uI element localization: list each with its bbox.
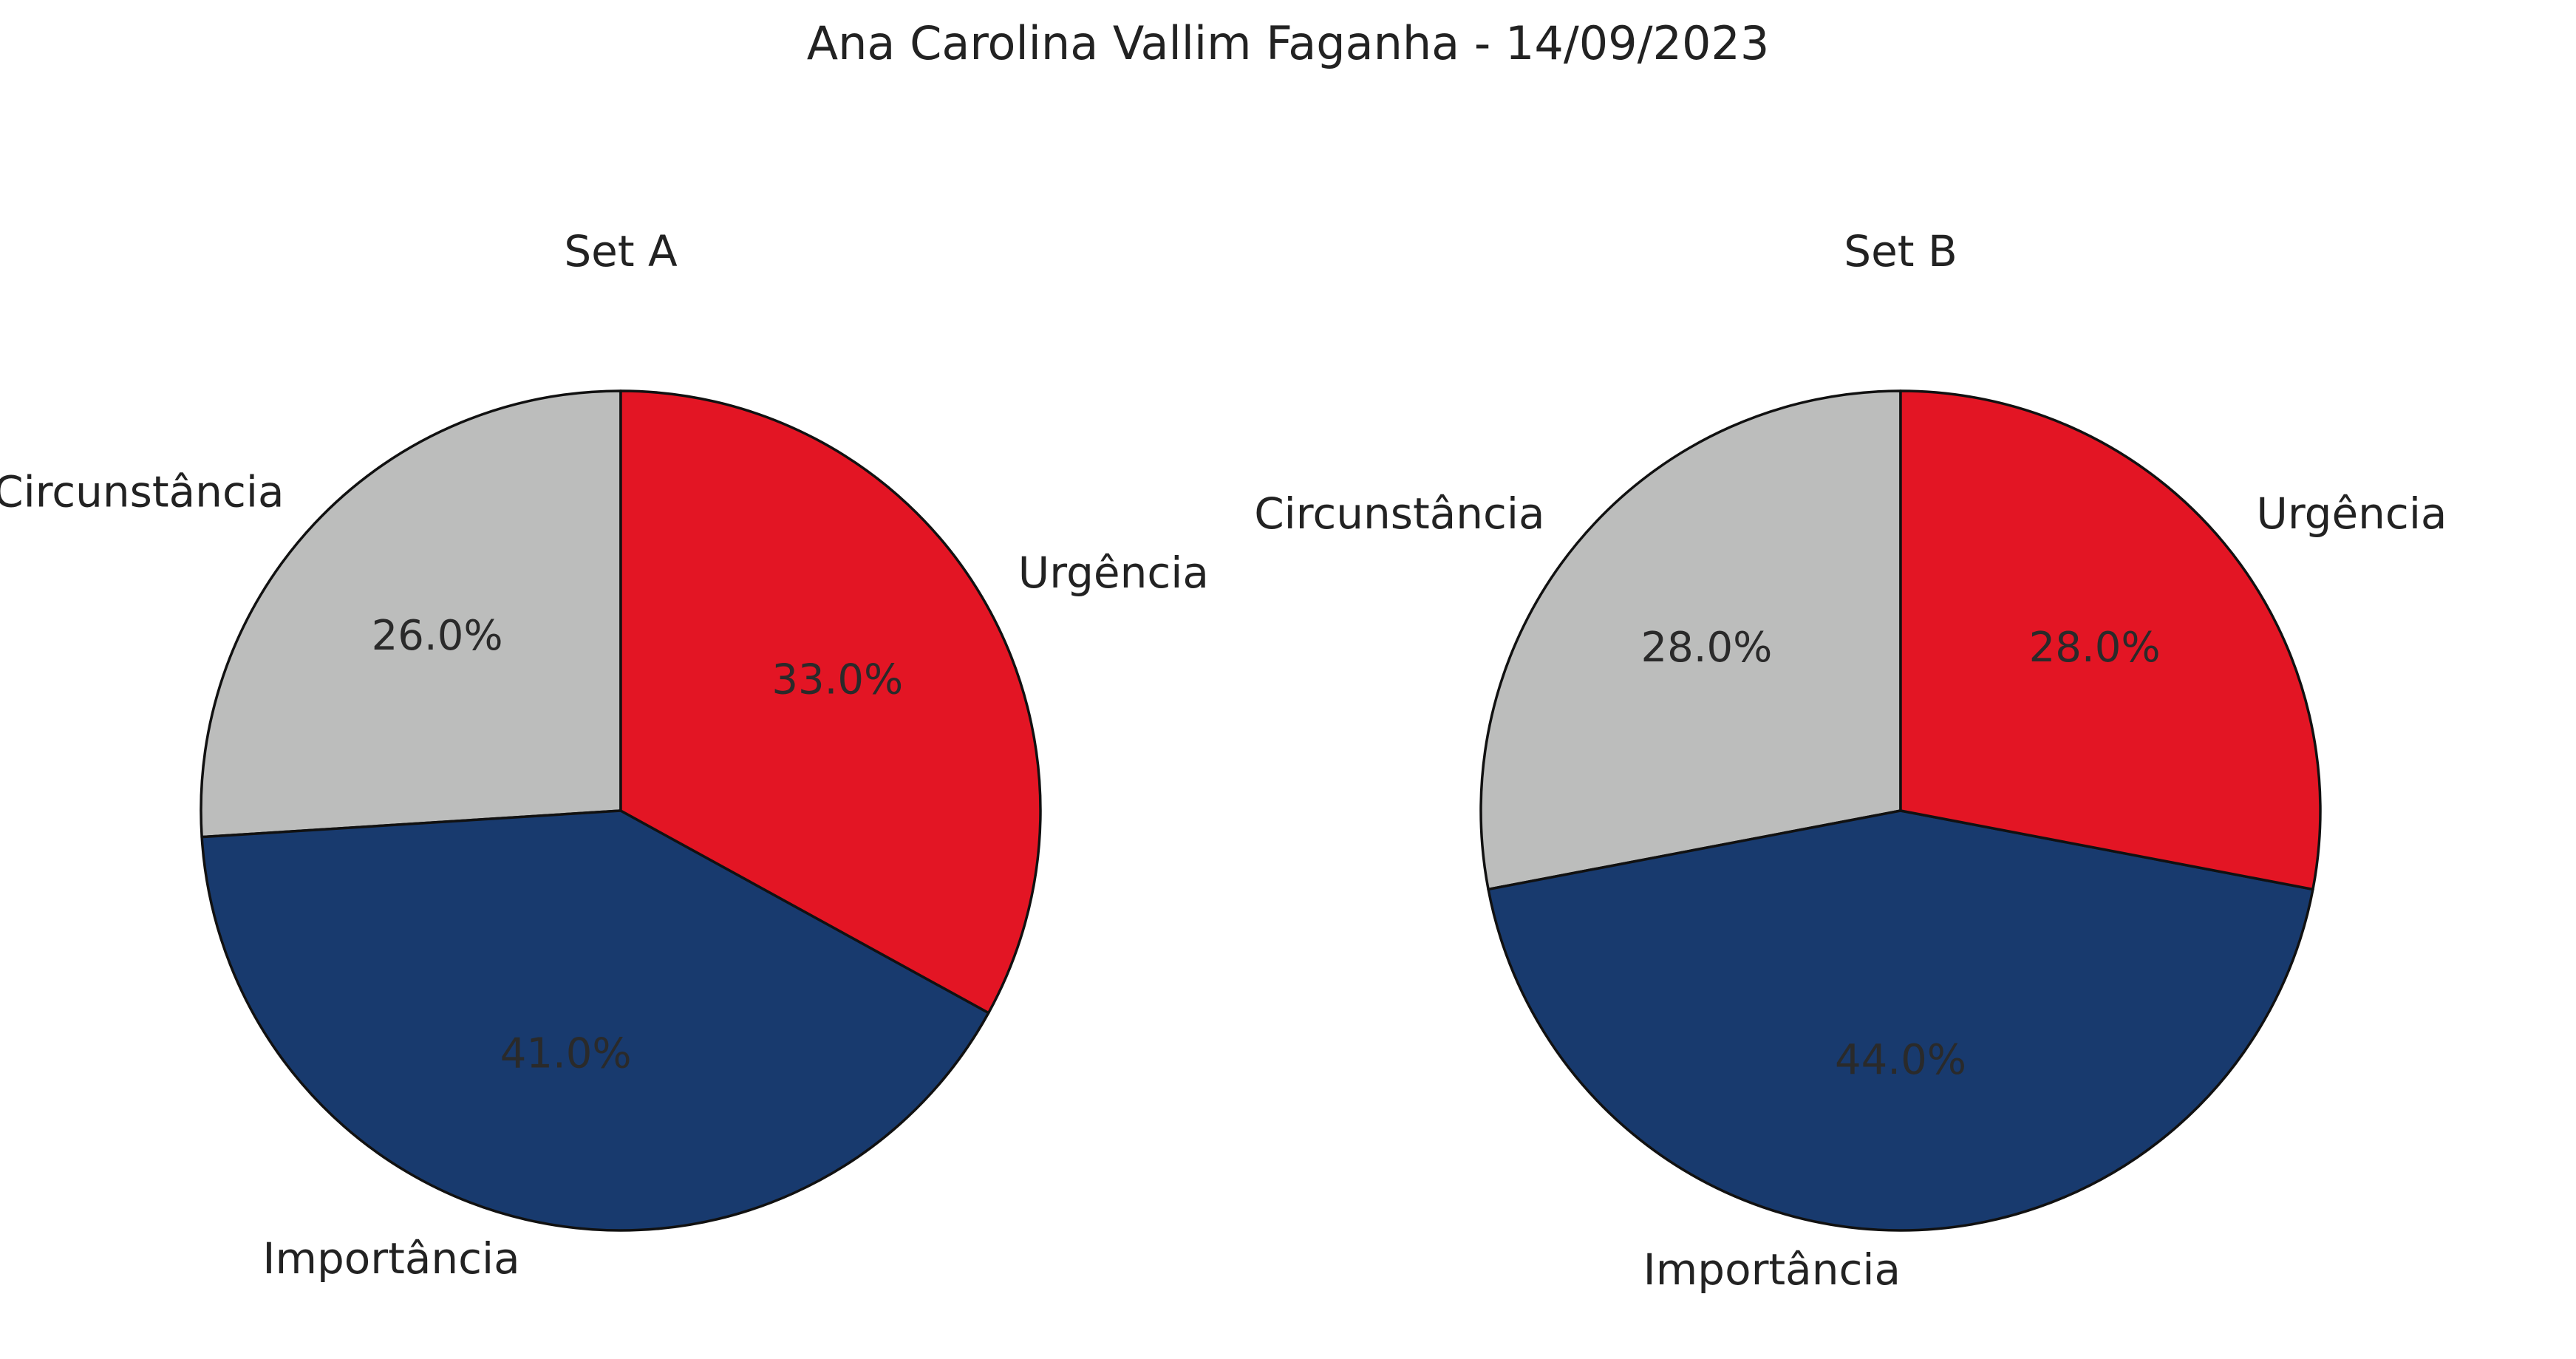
pct-label-urgencia-set-a: 33.0% xyxy=(771,656,903,704)
slice-label-urgencia-set-b: Urgência xyxy=(2256,488,2447,539)
pie-chart-set-b: Set B Circunstância 28.0% Importância 44.0%… xyxy=(1254,226,2447,1295)
pie-slices-set-a xyxy=(200,389,1042,1232)
pie-slice-importancia-set-b xyxy=(1487,809,2314,1232)
pie-labels-set-b: Circunstância 28.0% Importância 44.0% Urgênc… xyxy=(1254,488,2447,1295)
slice-label-urgencia-set-a: Urgência xyxy=(1018,548,1209,598)
pie-slice-circunstancia-set-a xyxy=(200,389,622,839)
slice-label-importancia-set-a: Importância xyxy=(262,1233,519,1284)
pct-label-circunstancia-set-a: 26.0% xyxy=(372,612,503,660)
pie-slice-importancia-set-a xyxy=(200,809,990,1232)
slice-label-circunstancia-set-b: Circunstância xyxy=(1254,488,1544,539)
pie-slice-urgencia-set-b xyxy=(1899,389,2322,891)
slice-label-importancia-set-b: Importância xyxy=(1643,1244,1901,1295)
pct-label-importancia-set-b: 44.0% xyxy=(1835,1036,1966,1084)
pie-slice-circunstancia-set-b xyxy=(1479,389,1902,891)
pie-title-set-a: Set A xyxy=(564,226,678,276)
pct-label-importancia-set-a: 41.0% xyxy=(500,1030,632,1078)
pie-labels-set-a: Circunstância 26.0% Importância 41.0% Urgênc… xyxy=(0,466,1209,1284)
pie-slice-urgencia-set-a xyxy=(619,389,1042,1015)
pct-label-circunstancia-set-b: 28.0% xyxy=(1640,624,1772,672)
slice-label-circunstancia-set-a: Circunstância xyxy=(0,466,284,517)
pct-label-urgencia-set-b: 28.0% xyxy=(2029,624,2161,672)
pie-slices-set-b xyxy=(1479,389,2322,1232)
figure-title: Ana Carolina Vallim Faganha - 14/09/2023 xyxy=(807,16,1770,70)
pie-title-set-b: Set B xyxy=(1844,226,1957,276)
pie-chart-set-a: Set A Circunstância 26.0% Importância 41.0%… xyxy=(0,226,1209,1284)
